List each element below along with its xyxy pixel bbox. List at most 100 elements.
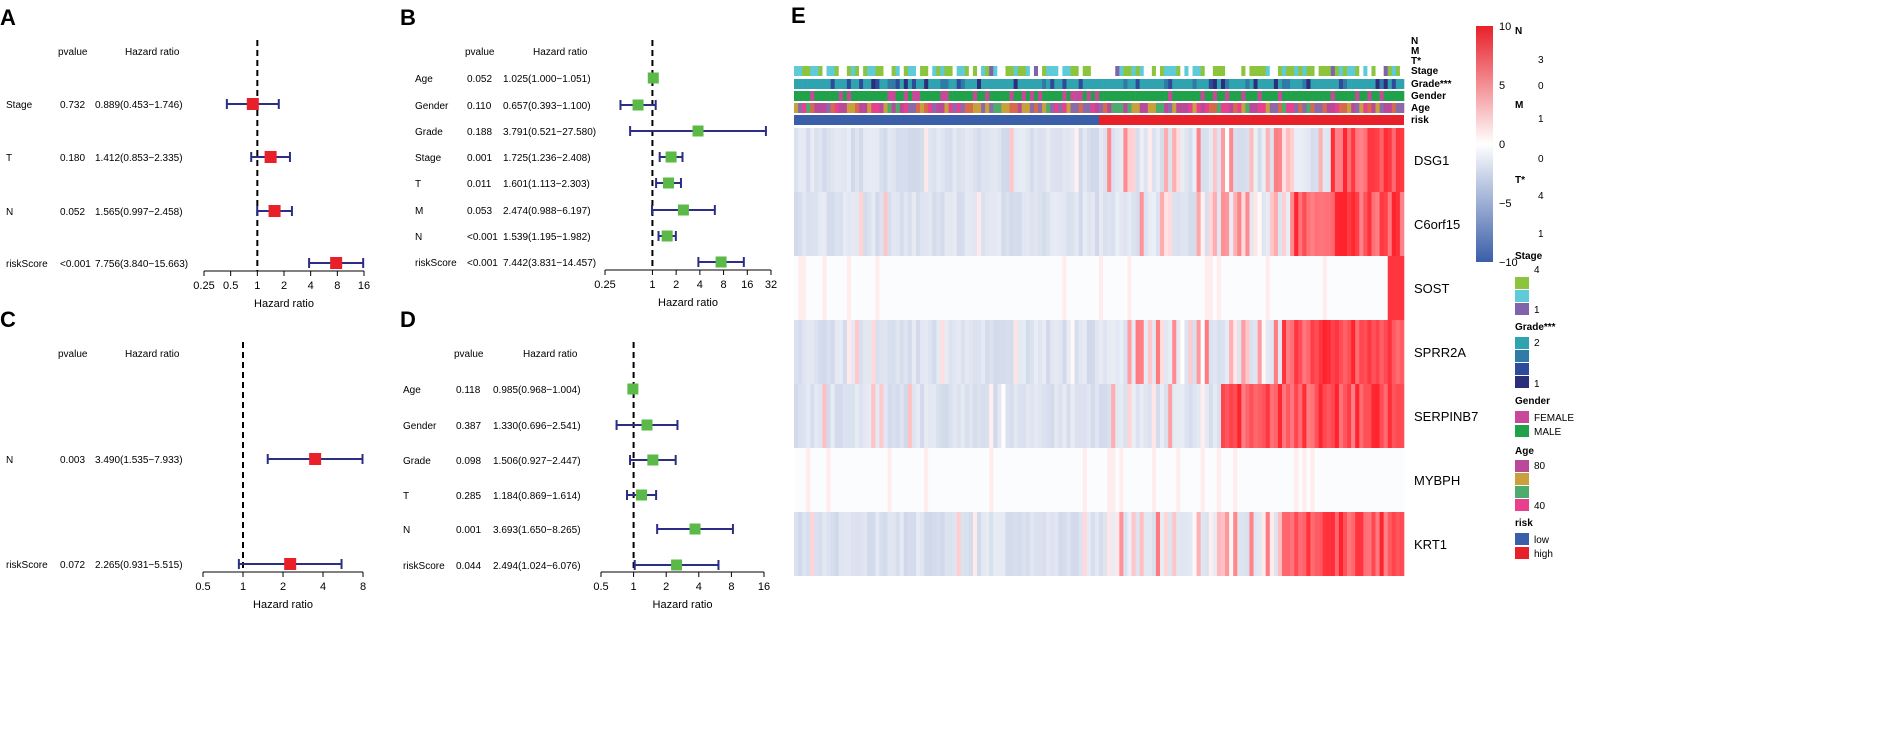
heat-cell <box>1379 448 1384 512</box>
heat-cell <box>932 320 937 384</box>
age-cell <box>993 103 998 113</box>
heat-cell <box>1334 128 1340 192</box>
heat-cell <box>1082 512 1088 576</box>
heat-cell <box>1099 192 1104 256</box>
grade-cell <box>1257 79 1262 89</box>
heat-cell <box>1029 448 1035 512</box>
heat-cell <box>1282 448 1287 512</box>
heat-cell <box>1225 128 1230 192</box>
age-cell <box>911 103 917 113</box>
panel-letter: B <box>400 5 416 30</box>
heat-cell <box>1139 512 1145 576</box>
heat-cell <box>1127 128 1132 192</box>
heat-cell <box>879 128 884 192</box>
grade-cell <box>1119 79 1124 89</box>
gender-cell <box>1290 91 1295 101</box>
age-cell <box>1033 103 1039 113</box>
heat-cell <box>981 384 986 448</box>
grade-cell <box>907 79 913 89</box>
gender-cell <box>916 91 921 101</box>
age-cell <box>1151 103 1157 113</box>
gender-cell <box>891 91 896 101</box>
heat-cell <box>993 384 998 448</box>
heat-cell <box>1188 512 1193 576</box>
heat-cell <box>940 448 945 512</box>
grade-cell <box>1050 79 1055 89</box>
x-tick-label: 4 <box>308 280 314 292</box>
heat-cell <box>1058 512 1063 576</box>
heat-cell <box>1277 256 1283 320</box>
stage-cell <box>1351 66 1356 76</box>
row-pvalue: 0.285 <box>456 491 481 502</box>
gender-cell <box>1143 91 1149 101</box>
heat-cell <box>989 320 994 384</box>
heat-cell <box>1131 192 1136 256</box>
heat-cell <box>968 256 974 320</box>
x-tick-label: 8 <box>728 581 734 593</box>
heat-cell <box>1025 256 1031 320</box>
heat-cell <box>936 512 941 576</box>
gender-cell <box>932 91 937 101</box>
grade-cell <box>794 79 799 89</box>
heat-cell <box>916 192 921 256</box>
heat-cell <box>1192 512 1197 576</box>
grade-cell <box>814 79 819 89</box>
heat-cell <box>924 320 929 384</box>
heat-cell <box>850 384 856 448</box>
grade-cell <box>1245 79 1250 89</box>
heat-cell <box>1347 512 1352 576</box>
grade-cell <box>1103 79 1108 89</box>
row-hr-text: 2.265(0.931−5.515) <box>95 560 183 571</box>
heat-cell <box>1184 448 1189 512</box>
grade-cell <box>899 79 905 89</box>
row-label: riskScore <box>415 258 457 269</box>
heat-cell <box>867 192 872 256</box>
age-cell <box>1046 103 1051 113</box>
heat-cell <box>871 256 876 320</box>
row-pvalue: 0.118 <box>456 385 481 396</box>
grade-cell <box>1151 79 1157 89</box>
heat-cell <box>1151 320 1157 384</box>
heat-cell <box>1025 320 1031 384</box>
x-tick-label: 8 <box>360 581 366 593</box>
heat-cell <box>1314 256 1319 320</box>
stage-cell <box>1038 66 1043 76</box>
heat-cell <box>863 320 868 384</box>
stage-cell <box>1245 66 1250 76</box>
stage-cell <box>1363 66 1368 76</box>
grade-cell <box>1355 79 1360 89</box>
heat-cell <box>806 128 811 192</box>
heat-cell <box>879 320 884 384</box>
gender-cell <box>977 91 982 101</box>
heat-cell <box>956 256 962 320</box>
heat-cell <box>1184 256 1189 320</box>
heat-cell <box>1046 512 1051 576</box>
row-hr-text: 1.412(0.853−2.335) <box>95 153 183 164</box>
heat-cell <box>1172 320 1177 384</box>
stage-cell <box>1160 66 1165 76</box>
heat-cell <box>1233 384 1238 448</box>
age-cell <box>1038 103 1043 113</box>
heat-cell <box>1131 256 1136 320</box>
gender-cell <box>1090 91 1096 101</box>
heat-cell <box>936 192 941 256</box>
heat-cell <box>1131 512 1136 576</box>
heat-cell <box>822 256 827 320</box>
heat-cell <box>1001 384 1006 448</box>
heat-cell <box>1343 448 1348 512</box>
heat-cell <box>1082 192 1088 256</box>
heat-cell <box>1188 128 1193 192</box>
heat-cell <box>1261 512 1267 576</box>
heat-cell <box>1033 128 1039 192</box>
heat-cell <box>928 384 933 448</box>
heat-cell <box>859 448 864 512</box>
gender-cell <box>1147 91 1153 101</box>
age-cell <box>826 103 831 113</box>
row-pvalue: 0.053 <box>467 206 492 217</box>
gender-cell <box>1005 91 1010 101</box>
heat-cell <box>1127 256 1132 320</box>
heat-cell <box>1265 256 1271 320</box>
gene-label: SERPINB7 <box>1414 409 1478 424</box>
heat-cell <box>1038 320 1043 384</box>
